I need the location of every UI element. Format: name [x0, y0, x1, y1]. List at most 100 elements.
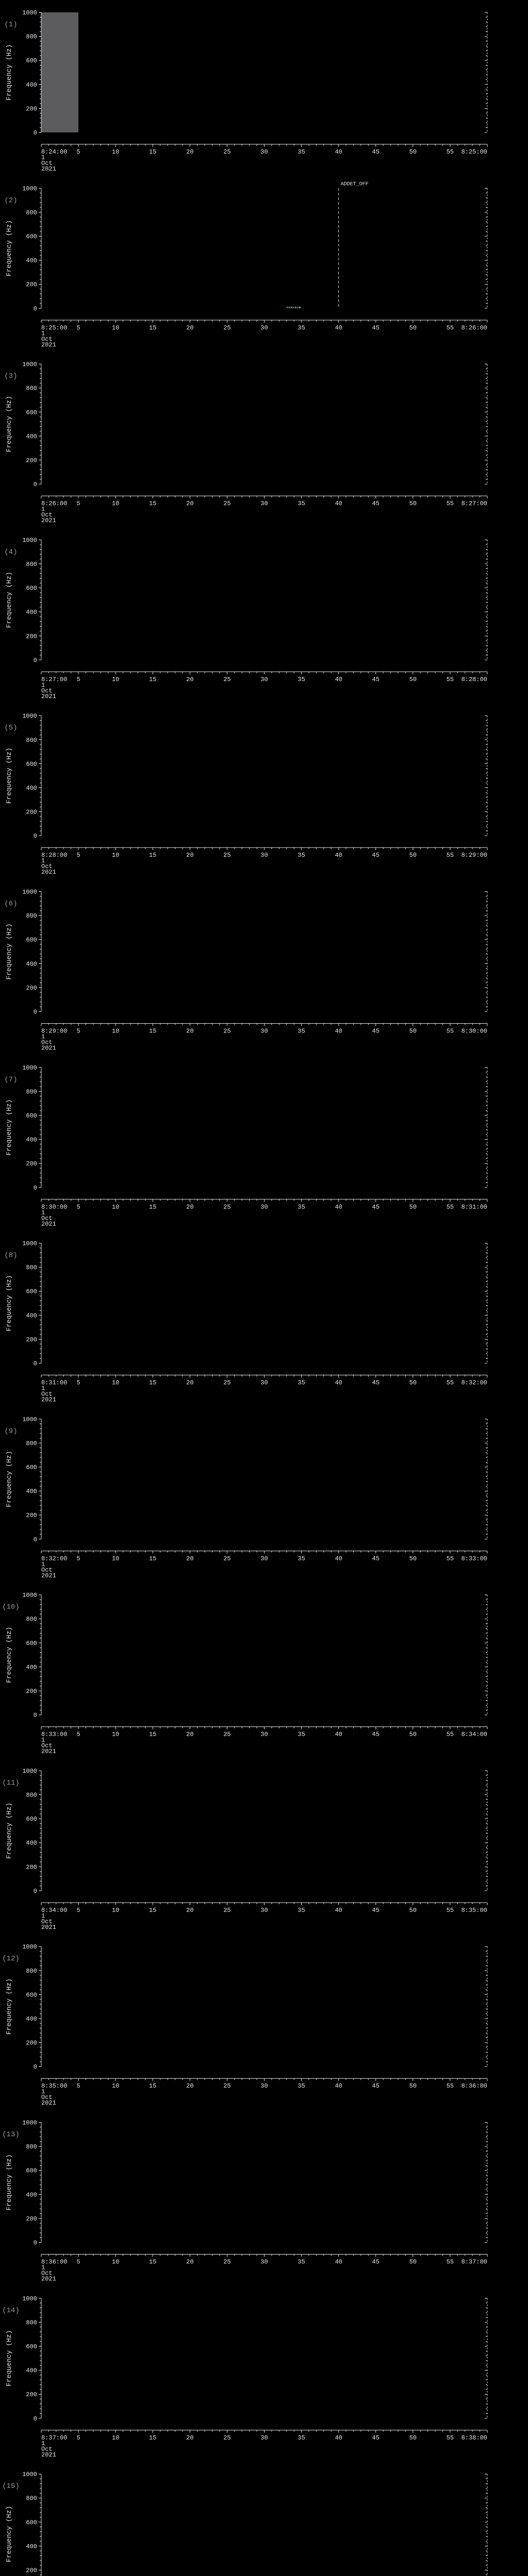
svg-text:35: 35 — [298, 1027, 305, 1035]
svg-text:400: 400 — [26, 2191, 37, 2198]
svg-text:5: 5 — [76, 1555, 80, 1562]
svg-text:200: 200 — [26, 633, 37, 640]
svg-text:10: 10 — [112, 1204, 119, 1211]
svg-text:10: 10 — [112, 1027, 119, 1035]
svg-text:Frequency (Hz): Frequency (Hz) — [5, 220, 13, 276]
svg-text:15: 15 — [149, 2259, 156, 2266]
svg-text:15: 15 — [149, 676, 156, 683]
svg-text:400: 400 — [26, 960, 37, 968]
svg-text:40: 40 — [335, 1204, 342, 1211]
svg-text:600: 600 — [26, 1464, 37, 1471]
svg-text:15: 15 — [149, 324, 156, 331]
svg-text:50: 50 — [409, 1731, 417, 1738]
svg-text:800: 800 — [26, 2495, 37, 2502]
svg-text:(15): (15) — [2, 2482, 20, 2490]
svg-text:40: 40 — [335, 852, 342, 859]
svg-text:1000: 1000 — [22, 713, 37, 720]
svg-text:600: 600 — [26, 1640, 37, 1647]
svg-text:35: 35 — [298, 676, 305, 683]
svg-text:55: 55 — [447, 500, 454, 507]
svg-text:25: 25 — [223, 676, 230, 683]
svg-text:30: 30 — [260, 1731, 268, 1738]
svg-text:30: 30 — [260, 676, 268, 683]
svg-text:2021: 2021 — [41, 1924, 56, 1931]
svg-text:25: 25 — [223, 1379, 230, 1386]
svg-text:45: 45 — [372, 676, 380, 683]
svg-text:8:35:00: 8:35:00 — [41, 2082, 67, 2090]
svg-text:400: 400 — [26, 1312, 37, 1319]
svg-text:1000: 1000 — [22, 185, 37, 192]
svg-text:400: 400 — [26, 785, 37, 792]
svg-text:8:26:00: 8:26:00 — [461, 324, 487, 331]
svg-text:200: 200 — [26, 1512, 37, 1519]
svg-text:400: 400 — [26, 2543, 37, 2550]
svg-text:1000: 1000 — [22, 2471, 37, 2478]
svg-text:2021: 2021 — [41, 1396, 56, 1403]
svg-text:55: 55 — [447, 1731, 454, 1738]
svg-text:Frequency (Hz): Frequency (Hz) — [5, 923, 13, 979]
svg-text:20: 20 — [186, 2082, 193, 2090]
svg-text:45: 45 — [372, 2434, 380, 2442]
svg-text:40: 40 — [335, 1907, 342, 1914]
svg-text:35: 35 — [298, 852, 305, 859]
svg-text:45: 45 — [372, 1027, 380, 1035]
svg-text:10: 10 — [112, 1379, 119, 1386]
svg-text:Frequency (Hz): Frequency (Hz) — [5, 2154, 13, 2210]
svg-text:8:29:00: 8:29:00 — [41, 1027, 67, 1035]
svg-text:50: 50 — [409, 2434, 417, 2442]
svg-text:40: 40 — [335, 1379, 342, 1386]
svg-text:8:38:00: 8:38:00 — [461, 2434, 487, 2442]
svg-text:35: 35 — [298, 1204, 305, 1211]
svg-text:0: 0 — [34, 833, 37, 840]
svg-text:5: 5 — [76, 500, 80, 507]
svg-text:45: 45 — [372, 1379, 380, 1386]
svg-text:800: 800 — [26, 912, 37, 920]
svg-text:0: 0 — [34, 657, 37, 664]
svg-text:400: 400 — [26, 1840, 37, 1847]
svg-text:1000: 1000 — [22, 1064, 37, 1072]
svg-text:25: 25 — [223, 852, 230, 859]
svg-text:(6): (6) — [4, 900, 17, 908]
svg-text:600: 600 — [26, 1288, 37, 1295]
svg-text:400: 400 — [26, 433, 37, 440]
svg-text:15: 15 — [149, 852, 156, 859]
svg-text:55: 55 — [447, 1027, 454, 1035]
svg-text:15: 15 — [149, 1379, 156, 1386]
svg-text:1000: 1000 — [22, 1416, 37, 1423]
svg-text:8:31:00: 8:31:00 — [41, 1379, 67, 1386]
svg-text:800: 800 — [26, 1088, 37, 1095]
svg-text:1000: 1000 — [22, 537, 37, 544]
svg-text:25: 25 — [223, 324, 230, 331]
svg-text:40: 40 — [335, 324, 342, 331]
svg-text:10: 10 — [112, 500, 119, 507]
svg-text:35: 35 — [298, 2259, 305, 2266]
svg-text:10: 10 — [112, 1907, 119, 1914]
svg-text:45: 45 — [372, 1555, 380, 1562]
svg-text:600: 600 — [26, 2343, 37, 2350]
svg-text:(9): (9) — [4, 1427, 17, 1435]
svg-text:2021: 2021 — [41, 1572, 56, 1579]
svg-text:5: 5 — [76, 148, 80, 156]
svg-text:200: 200 — [26, 2215, 37, 2223]
svg-text:0: 0 — [34, 2063, 37, 2071]
svg-text:20: 20 — [186, 148, 193, 156]
svg-text:55: 55 — [447, 1379, 454, 1386]
svg-text:30: 30 — [260, 148, 268, 156]
svg-text:2021: 2021 — [41, 1748, 56, 1755]
svg-text:600: 600 — [26, 1991, 37, 1998]
svg-text:25: 25 — [223, 1907, 230, 1914]
svg-text:400: 400 — [26, 81, 37, 89]
svg-text:30: 30 — [260, 2434, 268, 2442]
svg-text:200: 200 — [26, 809, 37, 816]
svg-text:55: 55 — [447, 1555, 454, 1562]
svg-text:30: 30 — [260, 2082, 268, 2090]
svg-text:2021: 2021 — [41, 1044, 56, 1052]
svg-text:15: 15 — [149, 1027, 156, 1035]
svg-text:2021: 2021 — [41, 2276, 56, 2283]
svg-text:0: 0 — [34, 1536, 37, 1543]
svg-text:25: 25 — [223, 1204, 230, 1211]
svg-text:20: 20 — [186, 1027, 193, 1035]
svg-text:55: 55 — [447, 2434, 454, 2442]
svg-text:50: 50 — [409, 148, 417, 156]
svg-text:45: 45 — [372, 324, 380, 331]
